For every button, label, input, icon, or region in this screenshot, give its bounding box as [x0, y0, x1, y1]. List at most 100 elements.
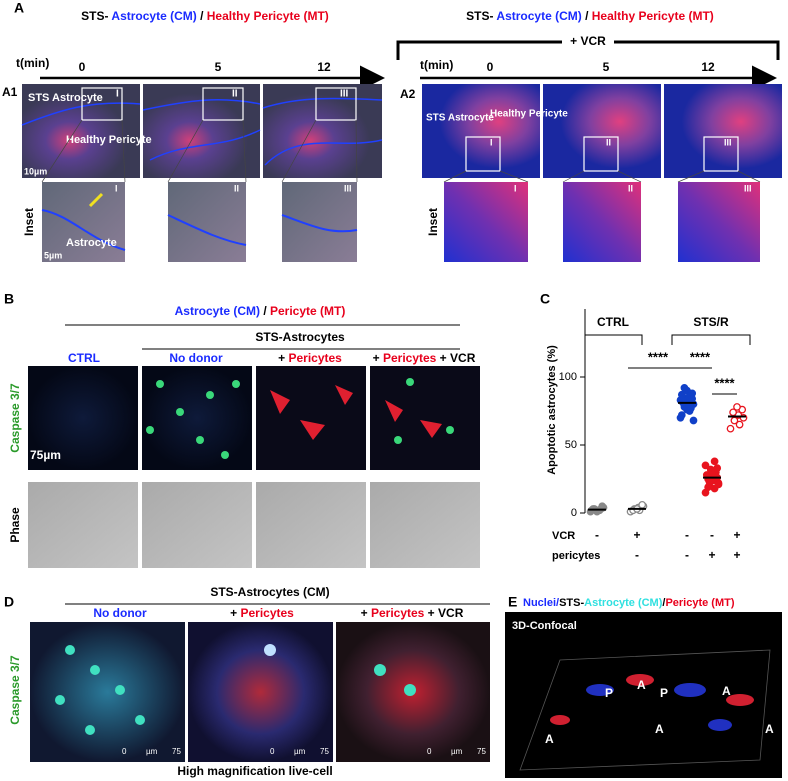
caption: High magnification live-cell	[177, 764, 332, 778]
title-part: STS-	[466, 9, 496, 23]
label-bg	[562, 34, 614, 50]
volume-box	[519, 649, 771, 771]
y-tick-label: 50	[565, 439, 577, 451]
subtitle: STS-Astrocytes	[255, 330, 345, 344]
row-label: pericytes	[552, 550, 600, 562]
inset	[444, 182, 528, 262]
roi-label: I	[490, 137, 493, 147]
column-label: + Pericytes + VCR	[361, 606, 464, 620]
condition-sign: -	[685, 548, 689, 562]
inset-label: I	[514, 183, 517, 193]
micrograph	[664, 84, 782, 178]
condition-sign: +	[733, 548, 740, 562]
label-part: +	[230, 606, 240, 620]
scale-label: µm	[146, 747, 158, 756]
title-part: Healthy Pericyte (MT)	[207, 9, 329, 23]
roi-box	[703, 136, 739, 172]
group-label: STS/R	[693, 315, 729, 329]
cells	[550, 674, 754, 731]
data-point	[704, 483, 712, 492]
image-label: Astrocyte	[66, 237, 117, 249]
label-part: Pericytes	[240, 606, 294, 620]
column-label: + Pericytes + VCR	[373, 351, 476, 365]
panel-title: STS-Astrocytes (CM)	[210, 585, 329, 599]
panel-letter: C	[540, 291, 550, 307]
scale-bars: 0 µm 75 0 µm 75 0 µm 75	[122, 747, 486, 756]
micrograph	[543, 84, 661, 178]
condition-sign: +	[708, 548, 715, 562]
label-part: +	[361, 606, 371, 620]
roi-box	[315, 87, 357, 121]
inset-label: III	[344, 183, 352, 193]
title-part: Astrocyte (CM)	[175, 304, 260, 318]
scale-label: 0	[270, 747, 275, 756]
scale-bar: 10µm	[24, 166, 47, 176]
title-part: /	[197, 9, 207, 23]
title-part: Nuclei/	[523, 597, 559, 609]
micrograph	[256, 366, 366, 470]
panel-title: STS- Astrocyte (CM) / Healthy Pericyte (…	[81, 9, 329, 23]
row-label: Inset	[22, 208, 36, 236]
title-part: STS-Astrocytes (CM)	[210, 585, 329, 599]
scale-bar: 75µm	[30, 448, 61, 462]
row-label: Caspase 3/7	[8, 655, 22, 725]
cell-outline	[41, 209, 358, 251]
scale-label: 75	[477, 747, 486, 756]
inset-label: III	[744, 183, 752, 193]
y-axis-label: Apoptotic astrocytes (%)	[546, 345, 558, 475]
roi-label: III	[340, 89, 349, 100]
column-label: No donor	[93, 606, 147, 620]
label-part: Pericytes	[371, 606, 425, 620]
a2-images: I II III STS Astrocyte Healthy Pericyte …	[422, 84, 782, 262]
data-point	[733, 403, 741, 411]
roi-box	[81, 87, 123, 121]
title-part: /	[260, 304, 270, 318]
condition-sign: -	[595, 528, 599, 542]
roi-box	[583, 136, 619, 172]
panel-title: STS- Astrocyte (CM) / Healthy Pericyte (…	[466, 9, 714, 23]
b-images: 75µm Caspase 3/7 Phase	[8, 366, 480, 568]
image-label: Healthy Pericyte	[66, 134, 152, 146]
time-tick: 0	[487, 60, 494, 74]
inset	[42, 182, 125, 262]
micrograph	[22, 84, 140, 178]
time-tick: 5	[215, 60, 222, 74]
panel-letter: D	[4, 594, 14, 610]
roi-box	[465, 136, 501, 172]
image-label: STS Astrocyte	[426, 113, 494, 124]
cell-label: A	[637, 678, 646, 692]
column-label: + Pericytes	[230, 606, 294, 620]
scale-label: 75	[320, 747, 329, 756]
cell-label: A	[655, 722, 664, 736]
condition-sign: +	[733, 528, 740, 542]
condition-sign: -	[710, 528, 714, 542]
inset-label: I	[115, 183, 118, 193]
title-part: Pericyte (MT)	[270, 304, 345, 318]
micrograph	[28, 366, 138, 470]
data-point	[677, 390, 686, 399]
y-tick-label: 0	[571, 507, 577, 519]
time-tick: 5	[603, 60, 610, 74]
pericytes	[270, 385, 442, 440]
phase-image	[28, 482, 138, 568]
image-label: STS Astrocyte	[28, 92, 103, 104]
data-point	[680, 384, 689, 392]
label-part: +	[373, 351, 383, 365]
column-label: + Pericytes	[278, 351, 342, 365]
label-part: Pericytes	[288, 351, 342, 365]
vcr-label: + VCR	[570, 34, 606, 48]
data-point	[726, 424, 735, 433]
title-part: Astrocyte (CM)	[584, 597, 663, 609]
panel-letter: B	[4, 291, 14, 307]
time-tick: 0	[79, 60, 86, 74]
significance-label: ****	[714, 375, 735, 390]
time-tick: 12	[317, 60, 331, 74]
data-point	[710, 457, 719, 466]
condition-sign: -	[595, 548, 599, 562]
micrograph	[143, 84, 260, 178]
title-part: /	[582, 9, 592, 23]
roi-label: I	[116, 89, 119, 100]
cell-outline	[21, 97, 383, 166]
scale-label: 0	[122, 747, 127, 756]
